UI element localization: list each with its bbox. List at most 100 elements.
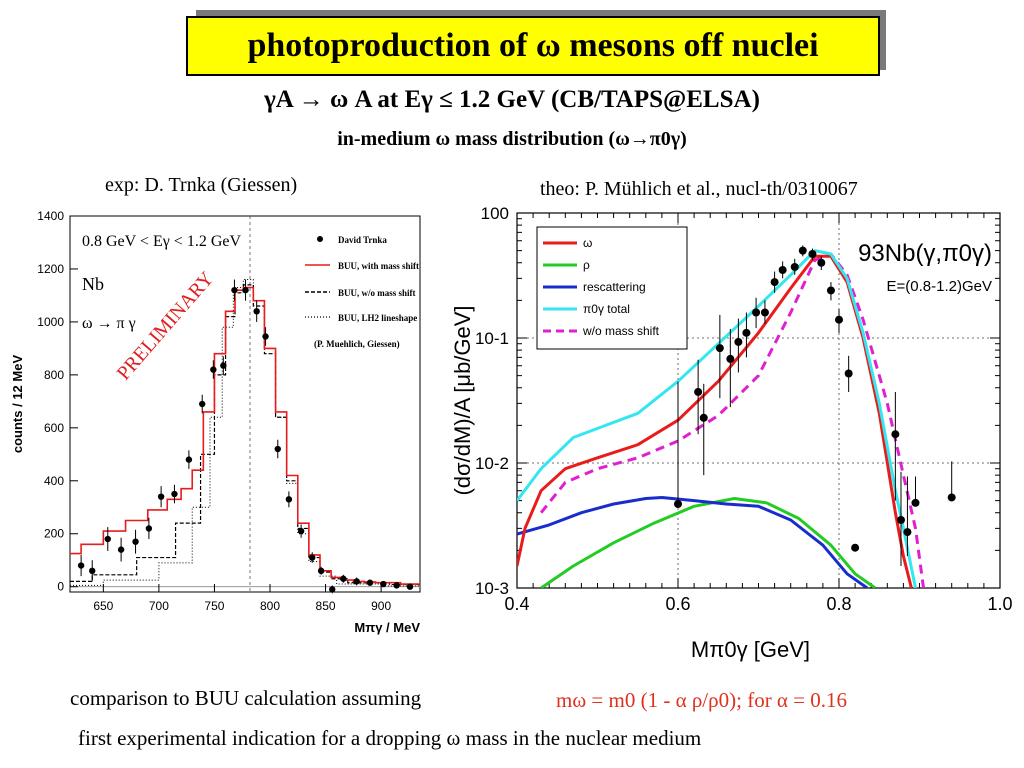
x-tick-label: 0.6 [665,594,690,614]
x-tick-label: 650 [93,599,113,613]
data-point [734,337,743,346]
data-point [903,528,912,537]
data-point [798,246,807,255]
bottom-formula: mω = m0 (1 - α ρ/ρ0); for α = 0.16 [556,688,848,712]
legend-label: BUU, LH2 lineshape [338,313,417,323]
data-point [844,369,853,378]
legend-label: π0γ total [583,302,630,316]
data-point [911,498,920,507]
y-tick-label: 1200 [37,262,64,276]
data-point [220,362,227,369]
data-point [366,579,374,586]
data-point [380,580,387,588]
y-tick-label: 600 [44,421,64,435]
legend-label: w/o mass shift [582,324,660,338]
x-tick-label: 900 [371,599,391,613]
data-point [760,308,769,317]
data-point [742,328,751,337]
data-point [199,400,206,408]
data-point [117,546,125,553]
data-point [406,583,414,590]
data-point [185,456,193,463]
bottom-text-1: comparison to BUU calculation assuming [70,686,422,710]
legend-label: (P. Muehlich, Giessen) [314,339,400,349]
data-point [826,286,835,295]
y-tick-label: 200 [44,527,64,541]
y-tick-label: 800 [44,368,64,382]
buu-mass-shift-line [70,286,420,585]
data-point [77,562,85,569]
data-point [274,445,281,453]
data-point [285,496,293,503]
x-axis-label: Mπ0γ [GeV] [691,637,810,662]
data-point [171,490,178,498]
data-point [808,249,817,258]
data-point [297,527,305,535]
y-tick-label: 10-3 [475,579,509,598]
legend-label: rescattering [583,280,646,294]
x-tick-label: 850 [316,599,336,613]
data-point [715,344,724,353]
legend-label: David Trnka [338,235,387,245]
data-point [778,265,787,274]
data-point [210,366,217,373]
data-point [353,578,360,585]
legend-marker-points [317,236,323,242]
y-axis-label: counts / 12 MeV [10,355,25,454]
data-point [157,493,165,500]
legend-label: BUU, w/o mass shift [338,288,416,298]
credit-theory: theo: P. Mühlich et al., nucl-th/0310067 [540,178,858,200]
y-tick-label: 0 [57,580,64,594]
data-point [674,499,682,508]
data-point [699,413,708,422]
y-tick-label: 100 [481,204,509,223]
slide-subtitle-2: in-medium ω mass distribution (ω→π0γ) [337,128,687,150]
data-point [726,354,735,363]
data-point [329,586,336,593]
x-tick-label: 700 [149,599,169,613]
data-point [891,430,900,439]
y-tick-label: 10-2 [475,454,509,473]
data-point [145,525,153,532]
y-tick-label: 400 [44,474,64,488]
target-label: Nb [82,274,104,294]
y-tick-label: 1400 [37,209,64,223]
x-tick-label: 0.8 [826,594,851,614]
data-point [694,387,703,396]
x-tick-label: 750 [204,599,224,613]
data-point [947,493,956,502]
legend-label: ρ [583,258,590,272]
bottom-text-2: first experimental indication for a drop… [78,726,702,750]
data-point [770,278,779,287]
buu-no-shift-line [70,284,420,586]
x-tick-label: 1.0 [987,594,1012,614]
data-point [790,262,799,271]
data-point [817,258,826,267]
data-point [104,535,111,543]
legend-label: BUU, with mass shift [338,261,419,271]
reaction-title: 93Nb(γ,π0γ) [858,240,992,267]
data-point [262,333,269,340]
y-tick-label: 10-1 [475,329,509,348]
data-point [752,308,761,317]
y-tick-label: 1000 [37,315,64,329]
data-point [896,515,905,524]
rho-curve [540,497,877,588]
legend-label: ω [583,236,592,250]
data-point [132,538,139,545]
right-chart: 0.4 0.6 0.8 1.0 10-3 10-2 10-1 100 (dσ/dM)/A [μb… [450,204,1013,662]
rescattering-curve [517,496,869,588]
channel-label: ω → π γ [82,315,136,332]
energy-range-label: 0.8 GeV < Eγ < 1.2 GeV [82,233,241,250]
data-point [231,286,238,294]
plot-frame [69,215,421,593]
data-point [253,308,260,315]
slide-subtitle: γA → ω A at Eγ ≤ 1.2 GeV (CB/TAPS@ELSA) [264,86,760,113]
credit-experiment: exp: D. Trnka (Giessen) [105,174,298,196]
data-point [89,567,96,575]
data-point [309,554,316,561]
slide-title-text: photoproduction of ω mesons off nuclei [247,27,819,64]
omega-curve [517,254,913,588]
data-point [242,286,249,294]
slide-title: photoproduction of ω mesons off nuclei [186,16,880,76]
